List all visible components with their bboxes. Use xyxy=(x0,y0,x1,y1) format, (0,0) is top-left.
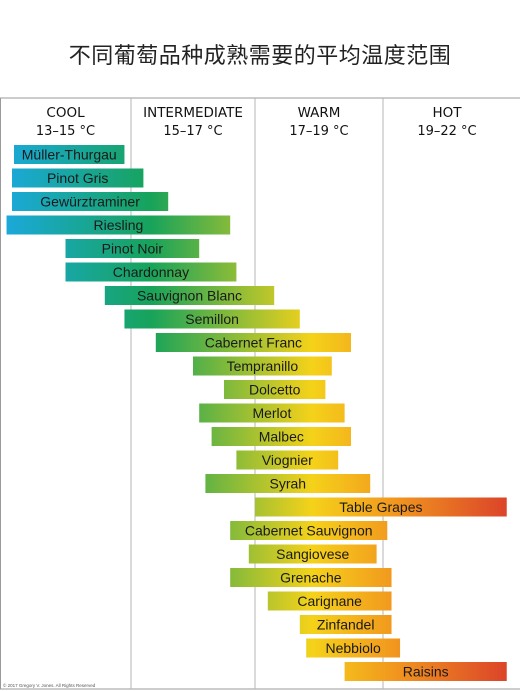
variety-label: Syrah xyxy=(270,476,307,492)
variety-label: Tempranillo xyxy=(227,358,299,374)
variety-label: Pinot Gris xyxy=(47,170,108,186)
variety-label: Müller-Thurgau xyxy=(22,147,117,163)
variety-label: Cabernet Sauvignon xyxy=(245,523,373,539)
variety-bar-rect xyxy=(12,168,144,188)
variety-bar: Pinot Gris xyxy=(12,168,144,188)
variety-bar-rect xyxy=(12,192,169,211)
variety-label: Sangiovese xyxy=(276,546,349,562)
variety-bar-rect xyxy=(344,662,507,681)
variety-bar: Table Grapes xyxy=(255,497,507,517)
variety-bar: Sauvignon Blanc xyxy=(104,286,275,305)
zone-name-label: HOT xyxy=(432,105,462,121)
variety-bar-rect xyxy=(6,215,231,235)
variety-bar-rect xyxy=(230,521,388,540)
variety-bar: Dolcetto xyxy=(224,380,326,399)
zone-range-label: 17–19 °C xyxy=(289,124,348,139)
variety-label: Pinot Noir xyxy=(102,241,164,257)
variety-label: Nebbiolo xyxy=(326,640,381,656)
variety-bar-rect xyxy=(14,145,125,164)
variety-bar-rect xyxy=(255,497,507,517)
variety-bar: Raisins xyxy=(344,662,507,681)
variety-bar: Nebbiolo xyxy=(306,638,401,658)
variety-bar: Semillon xyxy=(124,309,300,329)
variety-bar-rect xyxy=(230,568,392,587)
variety-label: Dolcetto xyxy=(249,382,301,398)
variety-label: Zinfandel xyxy=(317,617,375,633)
variety-bar: Zinfandel xyxy=(299,615,392,634)
variety-bar-rect xyxy=(199,403,345,423)
zone-name-label: WARM xyxy=(298,105,341,121)
variety-bar: Merlot xyxy=(199,403,345,423)
variety-bar-rect xyxy=(267,591,392,611)
variety-label: Chardonnay xyxy=(113,264,189,280)
variety-bar-rect xyxy=(65,239,200,258)
variety-bar-rect xyxy=(104,286,275,305)
variety-label: Semillon xyxy=(185,311,239,327)
variety-bar: Grenache xyxy=(230,568,392,587)
variety-bar-rect xyxy=(205,474,371,493)
variety-bar-rect xyxy=(236,450,339,470)
variety-bar: Carignane xyxy=(267,591,392,611)
variety-bar-rect xyxy=(211,427,351,446)
variety-label: Table Grapes xyxy=(339,499,422,515)
variety-label: Raisins xyxy=(403,664,449,680)
variety-label: Riesling xyxy=(93,217,143,233)
variety-bar-rect xyxy=(193,356,332,376)
variety-label: Merlot xyxy=(252,405,291,421)
variety-bar: Müller-Thurgau xyxy=(14,145,125,164)
variety-bar: Riesling xyxy=(6,215,231,235)
variety-label: Malbec xyxy=(259,429,304,445)
variety-bar: Cabernet Franc xyxy=(155,333,351,352)
variety-label: Gewürztraminer xyxy=(40,194,140,210)
variety-label: Carignane xyxy=(297,593,362,609)
zone-name-label: COOL xyxy=(46,105,85,121)
variety-bar-rect xyxy=(248,544,377,564)
zone-range-label: 19–22 °C xyxy=(417,124,476,139)
variety-bar-rect xyxy=(65,262,237,282)
variety-label: Viognier xyxy=(262,452,313,468)
variety-bar: Chardonnay xyxy=(65,262,237,282)
variety-bar: Tempranillo xyxy=(193,356,332,376)
zone-range-label: 13–15 °C xyxy=(36,124,95,139)
variety-label: Grenache xyxy=(280,570,342,586)
zone-headers: COOL 13–15 °C INTERMEDIATE 15–17 °C WARM 17–1… xyxy=(36,105,477,139)
zone-range-label: 15–17 °C xyxy=(163,124,222,139)
chart-title: 不同葡萄品种成熟需要的平均温度范围 xyxy=(68,44,452,69)
variety-bar: Viognier xyxy=(236,450,339,470)
variety-label: Cabernet Franc xyxy=(205,335,302,351)
zone-name-label: INTERMEDIATE xyxy=(143,105,243,121)
variety-bar: Sangiovese xyxy=(248,544,377,564)
variety-bar-rect xyxy=(124,309,300,329)
variety-bars: Müller-Thurgau Pinot Gris Gewürztraminer Ri… xyxy=(6,145,507,681)
variety-bar-rect xyxy=(299,615,392,634)
variety-bar-rect xyxy=(224,380,326,399)
variety-bar: Gewürztraminer xyxy=(12,192,169,211)
copyright-notice: © 2017 Gregory V. Jones. All Rights Rese… xyxy=(3,683,96,688)
variety-bar: Pinot Noir xyxy=(65,239,200,258)
variety-label: Sauvignon Blanc xyxy=(137,288,242,304)
variety-bar: Syrah xyxy=(205,474,371,493)
variety-bar: Cabernet Sauvignon xyxy=(230,521,388,540)
variety-bar-rect xyxy=(306,638,401,658)
variety-bar: Malbec xyxy=(211,427,351,446)
variety-bar-rect xyxy=(155,333,351,352)
